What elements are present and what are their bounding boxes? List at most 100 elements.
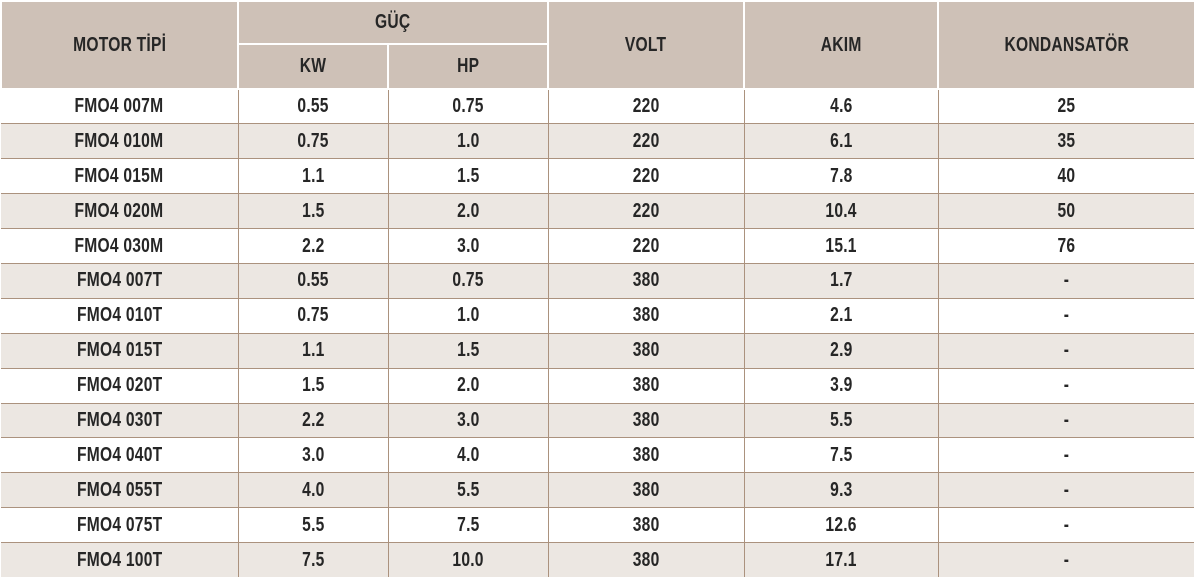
cell-hp: 2.0 — [387, 367, 549, 404]
col-header-akim-label: AKIM — [820, 33, 862, 56]
cell-akim: 12.6 — [743, 507, 939, 544]
cell-kondansator: - — [937, 542, 1194, 577]
col-header-guc-label: GÜÇ — [375, 11, 411, 33]
cell-text: 2.1 — [829, 304, 853, 327]
cell-hp: 2.0 — [387, 193, 549, 230]
col-header-kondansator: KONDANSATÖR — [937, 0, 1194, 90]
cell-motor-type: FMO4 007M — [1, 89, 239, 125]
cell-text: 0.55 — [297, 95, 329, 118]
cell-kw: 2.2 — [237, 228, 389, 264]
cell-text: 5.5 — [301, 513, 325, 536]
cell-text: - — [1064, 269, 1070, 292]
cell-volt: 220 — [547, 158, 745, 195]
cell-kondansator: - — [937, 472, 1194, 509]
cell-text: 76 — [1057, 234, 1076, 257]
cell-hp: 10.0 — [387, 542, 549, 577]
cell-text: 1.5 — [456, 164, 480, 187]
cell-motor-type: FMO4 007T — [1, 262, 239, 299]
table-row: FMO4 007T 0.55 0.75 380 1.7 - — [1, 262, 1194, 299]
cell-text: - — [1064, 548, 1070, 571]
cell-text: 1.1 — [301, 339, 325, 362]
table-row: FMO4 007M 0.55 0.75 220 4.6 25 — [1, 89, 1194, 125]
cell-text: 25 — [1057, 95, 1076, 118]
cell-kondansator: - — [937, 262, 1194, 299]
cell-text: 3.0 — [301, 443, 325, 466]
cell-volt: 220 — [547, 228, 745, 264]
cell-volt: 380 — [547, 262, 745, 299]
cell-volt: 380 — [547, 472, 745, 509]
cell-kw: 1.5 — [237, 193, 389, 230]
header-row-top: MOTOR TİPİ GÜÇ VOLT AKIM KONDANSATÖR — [0, 0, 1194, 90]
cell-kondansator: 35 — [937, 123, 1194, 160]
cell-kondansator: - — [937, 297, 1194, 334]
cell-kondansator: - — [937, 367, 1194, 404]
cell-motor-type: FMO4 075T — [1, 507, 239, 544]
cell-text: - — [1064, 374, 1070, 397]
cell-text: FMO4 030T — [76, 408, 162, 431]
table-row: FMO4 100T 7.5 10.0 380 17.1 - — [1, 542, 1194, 577]
cell-akim: 7.5 — [743, 437, 939, 474]
cell-kw: 2.2 — [237, 402, 389, 439]
cell-text: 50 — [1057, 199, 1076, 222]
cell-text: 380 — [632, 478, 660, 501]
cell-text: - — [1064, 339, 1070, 362]
col-header-kondansator-label: KONDANSATÖR — [1004, 33, 1129, 56]
table-row: FMO4 030T 2.2 3.0 380 5.5 - — [1, 402, 1194, 439]
table-row: FMO4 010T 0.75 1.0 380 2.1 - — [1, 297, 1194, 334]
cell-volt: 380 — [547, 402, 745, 439]
col-header-motor-tipi-label: MOTOR TİPİ — [72, 33, 167, 56]
cell-text: 0.75 — [452, 95, 484, 118]
cell-text: 7.5 — [456, 513, 480, 536]
cell-text: 380 — [632, 548, 660, 571]
cell-text: 4.0 — [456, 443, 480, 466]
cell-volt: 380 — [547, 297, 745, 334]
cell-text: - — [1064, 408, 1070, 431]
cell-hp: 4.0 — [387, 437, 549, 474]
cell-motor-type: FMO4 020T — [1, 367, 239, 404]
cell-text: FMO4 015M — [74, 164, 164, 187]
cell-text: 35 — [1057, 129, 1076, 152]
cell-text: 2.0 — [456, 199, 480, 222]
cell-volt: 380 — [547, 437, 745, 474]
cell-text: 0.55 — [297, 269, 329, 292]
cell-text: 40 — [1057, 164, 1076, 187]
cell-text: 7.8 — [829, 164, 853, 187]
cell-text: FMO4 010M — [74, 129, 164, 152]
cell-kw: 0.75 — [237, 123, 389, 160]
table-row: FMO4 020T 1.5 2.0 380 3.9 - — [1, 367, 1194, 404]
table-row: FMO4 030M 2.2 3.0 220 15.1 76 — [1, 228, 1194, 264]
cell-hp: 1.5 — [387, 332, 549, 369]
cell-motor-type: FMO4 010T — [1, 297, 239, 334]
cell-text: FMO4 010T — [76, 304, 162, 327]
cell-kondansator: - — [937, 402, 1194, 439]
cell-kondansator: 50 — [937, 193, 1194, 230]
cell-text: 1.5 — [301, 374, 325, 397]
cell-kw: 3.0 — [237, 437, 389, 474]
cell-motor-type: FMO4 030M — [1, 228, 239, 264]
cell-volt: 220 — [547, 123, 745, 160]
cell-text: 2.2 — [301, 408, 325, 431]
cell-kw: 1.1 — [237, 332, 389, 369]
cell-text: 3.0 — [456, 408, 480, 431]
cell-akim: 2.1 — [743, 297, 939, 334]
cell-volt: 220 — [547, 89, 745, 125]
cell-akim: 4.6 — [743, 89, 939, 125]
cell-kondansator: - — [937, 507, 1194, 544]
cell-kw: 0.75 — [237, 297, 389, 334]
cell-motor-type: FMO4 010M — [1, 123, 239, 160]
cell-volt: 380 — [547, 542, 745, 577]
cell-kondansator: - — [937, 332, 1194, 369]
cell-text: FMO4 007M — [74, 95, 164, 118]
cell-motor-type: FMO4 030T — [1, 402, 239, 439]
cell-text: 0.75 — [297, 304, 329, 327]
cell-volt: 380 — [547, 367, 745, 404]
cell-akim: 7.8 — [743, 158, 939, 195]
col-header-kw: KW — [237, 43, 389, 90]
cell-akim: 5.5 — [743, 402, 939, 439]
cell-kondansator: - — [937, 437, 1194, 474]
cell-kw: 5.5 — [237, 507, 389, 544]
cell-text: 380 — [632, 443, 660, 466]
cell-kondansator: 40 — [937, 158, 1194, 195]
cell-text: 1.0 — [456, 304, 480, 327]
